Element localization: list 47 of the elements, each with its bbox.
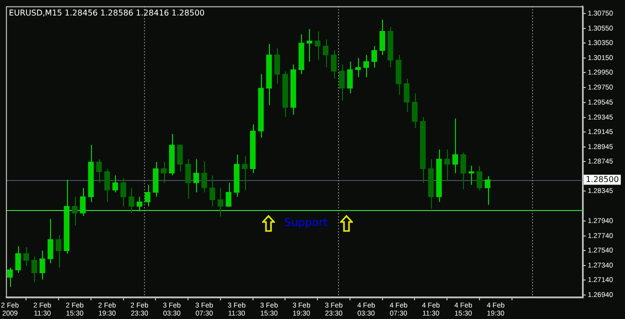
candlestick xyxy=(23,246,29,267)
candlestick xyxy=(185,158,191,200)
candlestick xyxy=(96,158,102,184)
candlestick xyxy=(31,256,38,283)
candlestick xyxy=(484,176,490,206)
candlestick xyxy=(80,187,86,216)
candlestick xyxy=(72,196,78,226)
candlestick xyxy=(476,165,482,191)
candlestick xyxy=(380,18,386,56)
candlestick xyxy=(226,182,232,207)
candlestick xyxy=(444,148,450,182)
candlestick xyxy=(330,50,337,80)
candlestick xyxy=(128,187,134,214)
candlestick xyxy=(40,250,46,280)
candlestick xyxy=(347,61,353,94)
candlestick xyxy=(177,144,183,172)
candlestick xyxy=(412,92,418,129)
candlestick xyxy=(306,28,312,62)
candlestick xyxy=(7,267,13,288)
candlestick xyxy=(201,160,208,193)
candlestick xyxy=(56,234,62,268)
candlestick xyxy=(136,196,142,212)
candlestick xyxy=(210,174,216,207)
candlestick xyxy=(242,156,248,191)
candlestick xyxy=(193,158,199,193)
candlestick xyxy=(355,57,361,78)
candlestick xyxy=(452,118,458,174)
ref-line-label: 1.28500 xyxy=(586,174,619,184)
candlestick xyxy=(404,78,410,112)
candlestick xyxy=(339,64,345,102)
candlestick xyxy=(274,48,280,84)
candlestick xyxy=(48,218,54,264)
candlestick xyxy=(160,162,167,184)
annotation: Support xyxy=(284,216,328,229)
candlestick xyxy=(468,165,474,186)
candlestick xyxy=(371,46,378,68)
candlestick xyxy=(104,168,110,202)
candlestick xyxy=(322,38,329,68)
candlestick xyxy=(15,246,21,274)
candlestick xyxy=(120,178,126,207)
candlestick xyxy=(144,184,150,207)
chart-title: EURUSD,M15 1.28456 1.28586 1.28416 1.28500 xyxy=(8,8,205,18)
candlestick xyxy=(363,54,369,78)
candlestick xyxy=(460,152,466,190)
candlestick xyxy=(112,174,118,193)
candlestick xyxy=(314,30,320,61)
candlestick xyxy=(218,187,224,218)
